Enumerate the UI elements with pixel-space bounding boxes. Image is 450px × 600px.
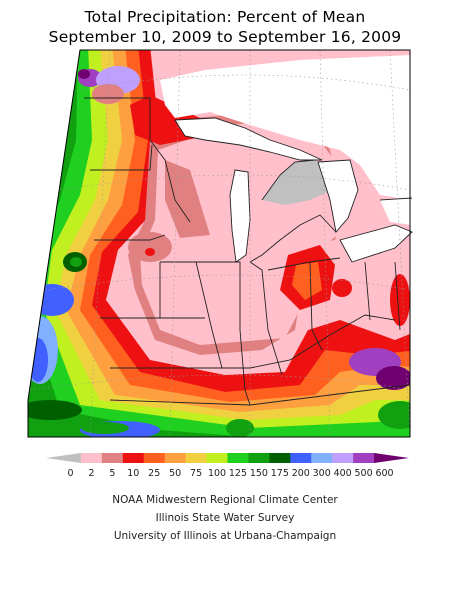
legend-label: 150 — [250, 468, 268, 479]
legend-label: 300 — [313, 468, 331, 479]
map-title: Total Precipitation: Percent of Mean — [84, 8, 366, 26]
legend-label: 75 — [190, 468, 202, 479]
legend-swatch — [248, 453, 270, 463]
legend-swatch — [80, 453, 103, 463]
legend-swatch — [227, 453, 249, 463]
band-100 — [28, 50, 410, 437]
legend-swatch — [185, 453, 208, 463]
legend-label: 10 — [127, 468, 139, 479]
legend-label: 0 — [67, 468, 73, 479]
map-frame — [27, 49, 411, 438]
legend-label: 200 — [292, 468, 310, 479]
legend-label: 500 — [355, 468, 373, 479]
legend-swatch — [332, 453, 354, 463]
legend-swatch — [101, 453, 124, 463]
legend-swatch — [122, 453, 145, 463]
legend-swatch — [164, 453, 187, 463]
legend-label: 5 — [109, 468, 115, 479]
legend-label: 100 — [208, 468, 226, 479]
credit-line-2: Illinois State Water Survey — [155, 512, 295, 524]
legend-swatch — [46, 453, 81, 463]
graticule — [29, 49, 411, 438]
legend-swatch — [290, 453, 312, 463]
legend-label: 25 — [148, 468, 160, 479]
legend-swatch — [311, 453, 333, 463]
legend-label: 50 — [169, 468, 181, 479]
legend-label: 400 — [334, 468, 352, 479]
credit-line-1: NOAA Midwestern Regional Climate Center — [112, 494, 338, 506]
legend-label: 2 — [88, 468, 94, 479]
legend-swatch — [269, 453, 291, 463]
legend-swatch — [143, 453, 166, 463]
band-0 — [262, 160, 332, 205]
credit-line-3: University of Illinois at Urbana-Champai… — [113, 530, 337, 542]
legend-swatch — [353, 453, 375, 463]
legend-label: 175 — [271, 468, 289, 479]
legend-label: 600 — [375, 468, 393, 479]
legend-swatch — [374, 453, 409, 463]
legend-swatch — [206, 453, 228, 463]
map-date-range: September 10, 2009 to September 16, 2009 — [48, 28, 402, 46]
state-boundaries — [84, 97, 413, 406]
legend-label: 125 — [229, 468, 247, 479]
